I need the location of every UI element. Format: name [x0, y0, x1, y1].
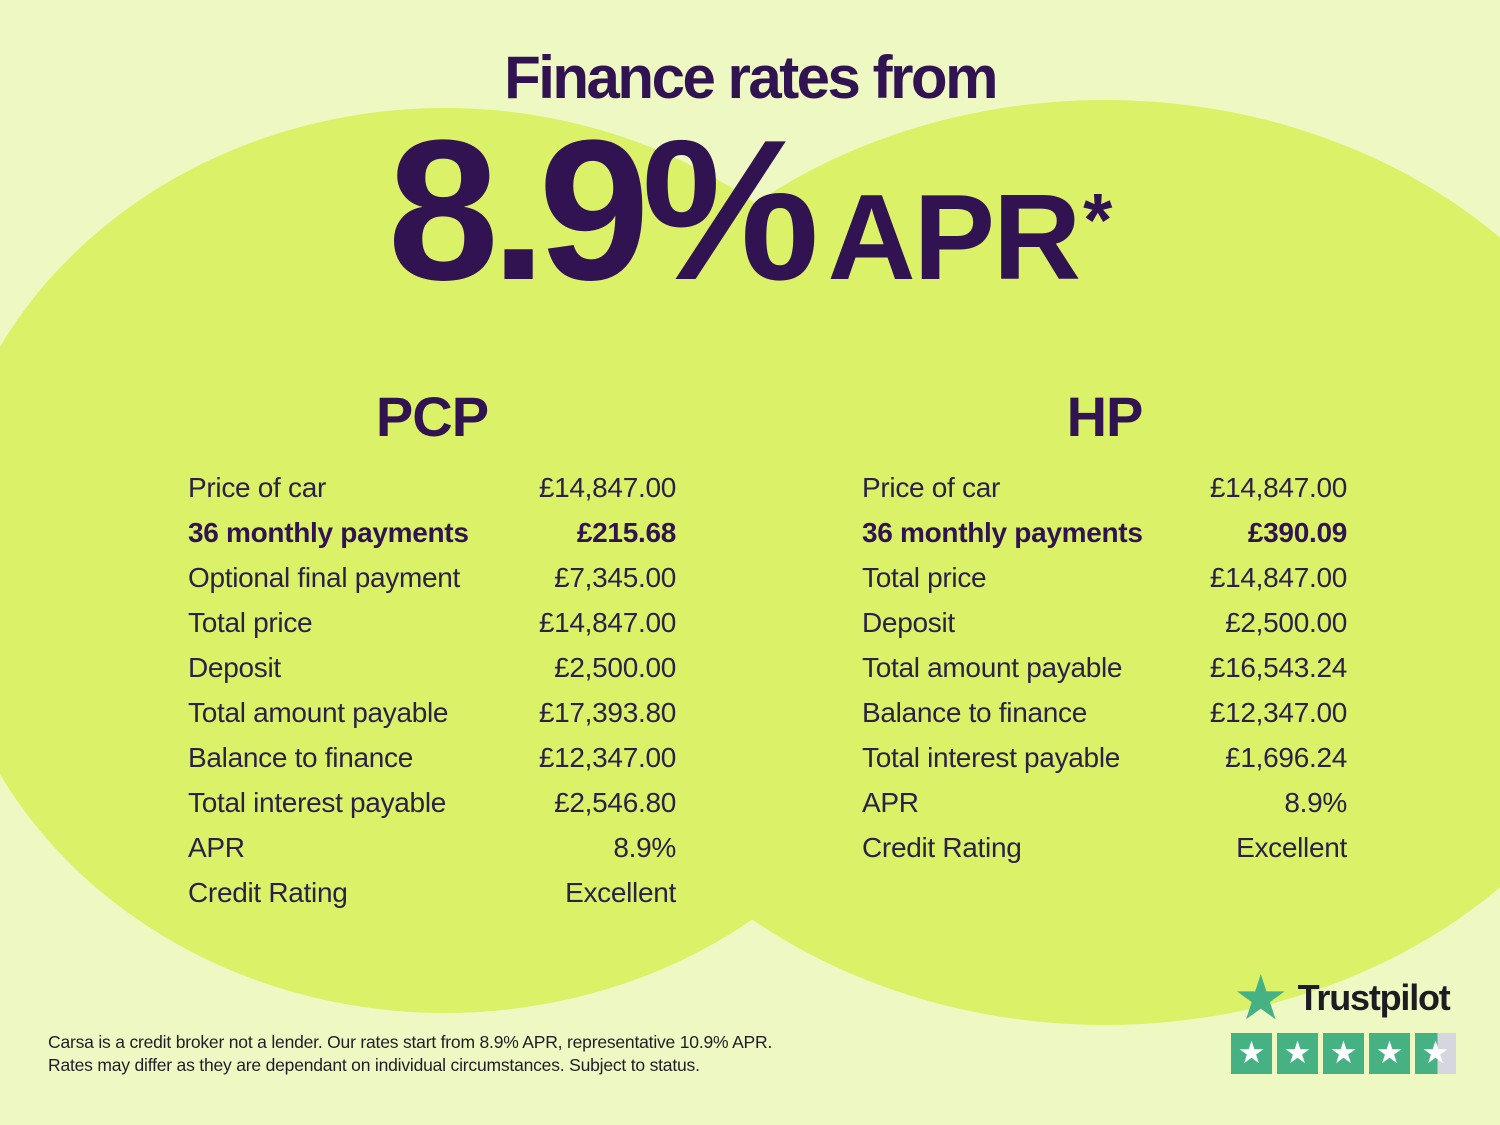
table-row: Optional final payment £7,345.00: [188, 555, 676, 600]
row-value: £14,847.00: [1209, 471, 1347, 503]
hp-column: HP Price of car £14,847.00 36 monthly paym…: [862, 389, 1347, 870]
row-label: Price of car: [862, 471, 1000, 503]
table-row: Total amount payable £16,543.24: [862, 645, 1347, 690]
row-value: £17,393.80: [538, 696, 676, 728]
row-value: £14,847.00: [1209, 561, 1347, 593]
trustpilot-star-box-2: ★: [1277, 1033, 1318, 1074]
table-row: 36 monthly payments £215.68: [188, 510, 676, 555]
table-row: Balance to finance £12,347.00: [862, 690, 1347, 735]
row-value: £215.68: [576, 516, 676, 548]
apr-asterisk: *: [1083, 178, 1113, 262]
row-value: £16,543.24: [1209, 651, 1347, 683]
apr-rate-value: 8.9%: [387, 99, 820, 322]
row-label: APR: [188, 831, 245, 863]
hp-title: HP: [1066, 385, 1144, 448]
row-value: £14,847.00: [538, 606, 676, 638]
row-value: Excellent: [565, 876, 676, 908]
table-row: Total price £14,847.00: [862, 555, 1347, 600]
star-icon: ★: [1329, 1035, 1358, 1071]
row-value: 8.9%: [1284, 786, 1347, 818]
row-value: £12,347.00: [1209, 696, 1347, 728]
hp-table: Price of car £14,847.00 36 monthly payment…: [862, 465, 1347, 870]
row-label: Balance to finance: [862, 696, 1087, 728]
row-label: Total interest payable: [862, 741, 1121, 773]
row-value: Excellent: [1236, 831, 1347, 863]
row-label: Optional final payment: [188, 561, 461, 593]
star-icon: ★: [1421, 1035, 1450, 1071]
table-row: Credit Rating Excellent: [862, 825, 1347, 870]
pcp-column: PCP Price of car £14,847.00 36 monthly pay…: [188, 389, 676, 915]
row-label: Deposit: [862, 606, 955, 638]
row-value: 8.9%: [613, 831, 676, 863]
table-row: Deposit £2,500.00: [862, 600, 1347, 645]
row-label: Total interest payable: [188, 786, 447, 818]
row-label: APR: [862, 786, 919, 818]
row-label: Total amount payable: [862, 651, 1123, 683]
row-value: £1,696.24: [1225, 741, 1347, 773]
row-label: Price of car: [188, 471, 326, 503]
row-label: Balance to finance: [188, 741, 413, 773]
row-value: £12,347.00: [538, 741, 676, 773]
disclaimer: Carsa is a credit broker not a lender. O…: [48, 1031, 772, 1077]
table-row: Balance to finance £12,347.00: [188, 735, 676, 780]
table-row: Total interest payable £1,696.24: [862, 735, 1347, 780]
table-row: 36 monthly payments £390.09: [862, 510, 1347, 555]
star-icon: ★: [1283, 1035, 1312, 1071]
trustpilot-star-box-1: ★: [1231, 1033, 1272, 1074]
disclaimer-line-1: Carsa is a credit broker not a lender. O…: [48, 1032, 773, 1052]
headline: Finance rates from: [504, 44, 998, 111]
row-value: £390.09: [1247, 516, 1347, 548]
trustpilot-logo: ★ Trustpilot: [1233, 961, 1451, 1034]
row-label: Credit Rating: [862, 831, 1022, 863]
row-label: Total price: [862, 561, 987, 593]
row-value: £7,345.00: [554, 561, 676, 593]
row-label: Credit Rating: [188, 876, 348, 908]
star-icon: ★: [1237, 1035, 1266, 1071]
row-label: 36 monthly payments: [188, 516, 469, 548]
trustpilot-star-box-4: ★: [1369, 1033, 1410, 1074]
table-row: APR 8.9%: [862, 780, 1347, 825]
table-row: APR 8.9%: [188, 825, 676, 870]
row-label: Total price: [188, 606, 313, 638]
right-background-circle: [550, 100, 1500, 1025]
row-value: £2,546.80: [554, 786, 676, 818]
row-value: £2,500.00: [554, 651, 676, 683]
trustpilot-wordmark: Trustpilot: [1297, 977, 1451, 1018]
table-row: Price of car £14,847.00: [188, 465, 676, 510]
trustpilot-star-box-3: ★: [1323, 1033, 1364, 1074]
table-row: Total amount payable £17,393.80: [188, 690, 676, 735]
row-value: £2,500.00: [1225, 606, 1347, 638]
pcp-title: PCP: [375, 385, 489, 448]
pcp-table: Price of car £14,847.00 36 monthly payment…: [188, 465, 676, 915]
table-row: Price of car £14,847.00: [862, 465, 1347, 510]
trustpilot-star-box-5: ★: [1415, 1033, 1456, 1074]
star-icon: ★: [1375, 1035, 1404, 1071]
table-row: Total price £14,847.00: [188, 600, 676, 645]
row-label: Deposit: [188, 651, 281, 683]
apr-label: APR: [827, 169, 1082, 305]
table-row: Credit Rating Excellent: [188, 870, 676, 915]
row-label: Total amount payable: [188, 696, 449, 728]
table-row: Total interest payable £2,546.80: [188, 780, 676, 825]
apr-rate-line: 8.9% APR *: [0, 111, 1500, 311]
table-row: Deposit £2,500.00: [188, 645, 676, 690]
disclaimer-line-2: Rates may differ as they are dependant o…: [48, 1055, 700, 1075]
row-label: 36 monthly payments: [862, 516, 1143, 548]
trustpilot-star-icon: ★: [1233, 961, 1289, 1034]
row-value: £14,847.00: [538, 471, 676, 503]
trustpilot-stars: ★ ★ ★ ★ ★: [1231, 1033, 1456, 1074]
